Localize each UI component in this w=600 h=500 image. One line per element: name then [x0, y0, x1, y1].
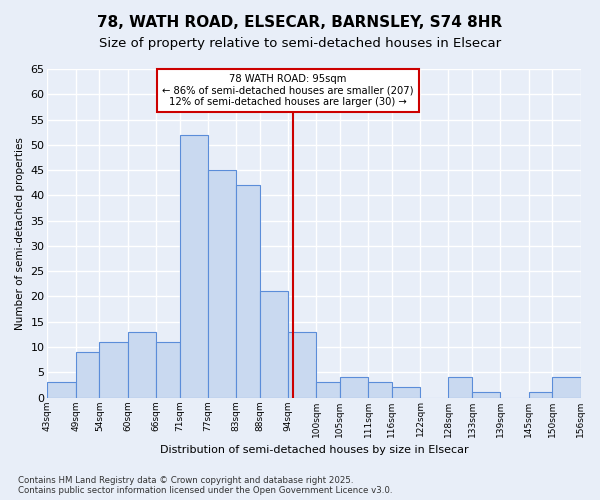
Bar [100, 342, 128, 398]
Y-axis label: Number of semi-detached properties: Number of semi-detached properties [15, 137, 25, 330]
Bar [208, 170, 236, 398]
Bar [448, 378, 472, 398]
Bar [179, 134, 208, 398]
Bar [156, 342, 179, 398]
X-axis label: Distribution of semi-detached houses by size in Elsecar: Distribution of semi-detached houses by … [160, 445, 468, 455]
Bar [236, 185, 260, 398]
Bar [128, 332, 156, 398]
Bar [529, 392, 552, 398]
Text: 78 WATH ROAD: 95sqm
← 86% of semi-detached houses are smaller (207)
12% of semi-: 78 WATH ROAD: 95sqm ← 86% of semi-detach… [162, 74, 414, 108]
Text: Size of property relative to semi-detached houses in Elsecar: Size of property relative to semi-detach… [99, 38, 501, 51]
Bar [552, 378, 581, 398]
Bar [260, 292, 288, 398]
Bar [288, 332, 316, 398]
Bar [316, 382, 340, 398]
Bar [472, 392, 500, 398]
Text: 78, WATH ROAD, ELSECAR, BARNSLEY, S74 8HR: 78, WATH ROAD, ELSECAR, BARNSLEY, S74 8H… [97, 15, 503, 30]
Bar [76, 352, 100, 398]
Bar [392, 388, 420, 398]
Bar [368, 382, 392, 398]
Bar [340, 378, 368, 398]
Text: Contains HM Land Registry data © Crown copyright and database right 2025.
Contai: Contains HM Land Registry data © Crown c… [18, 476, 392, 495]
Bar [47, 382, 76, 398]
